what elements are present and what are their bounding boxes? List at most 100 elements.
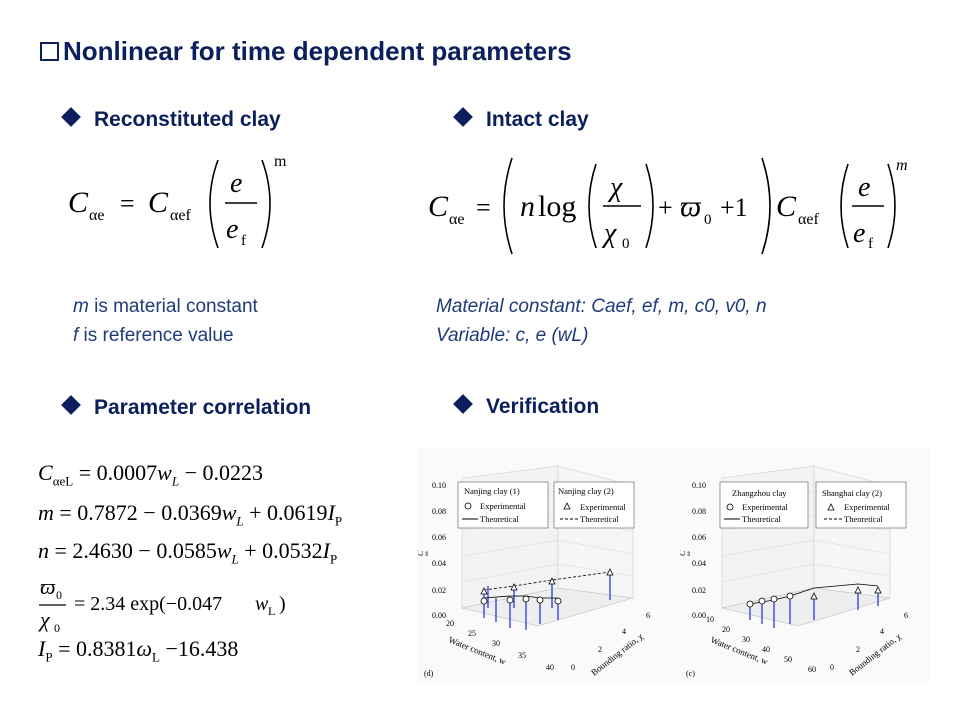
right-paren <box>887 163 896 249</box>
experimental-markers <box>480 568 614 605</box>
svg-text:Experimental: Experimental <box>480 501 526 511</box>
notes-left: m is material constant f is reference va… <box>73 292 258 350</box>
eq-symbol: ϖ <box>680 190 702 223</box>
legend-box-2 <box>815 481 907 529</box>
theoretical-dashed <box>483 571 611 591</box>
legend-box-2 <box>553 481 635 529</box>
svg-text:35: 35 <box>518 651 526 660</box>
eq-subscript: αef <box>170 207 191 224</box>
svg-text:50: 50 <box>784 655 792 664</box>
heading-parameter-correlation: Parameter correlation <box>61 395 311 420</box>
svg-text:L: L <box>268 604 275 618</box>
eq-equals: = <box>120 189 135 218</box>
inner-left-paren <box>588 163 597 249</box>
diamond-bullet-icon <box>61 395 81 415</box>
eq-symbol: C <box>428 190 449 223</box>
correlation-eq-5: IP = 0.8381ωL −16.438 <box>38 636 239 665</box>
eq-subscript: αe <box>89 207 104 224</box>
heading-reconstituted-clay: Reconstituted clay <box>61 107 281 132</box>
svg-text:20: 20 <box>446 619 454 628</box>
note-line-1: Material constant: Caef, ef, m, c0, v0, … <box>436 296 767 317</box>
note-line-1: m is material constant <box>73 296 258 317</box>
svg-text:0: 0 <box>571 663 575 672</box>
eq-numerator: e <box>858 172 870 203</box>
svg-text:60: 60 <box>808 665 816 674</box>
eq-symbol: C <box>776 190 797 223</box>
svg-text:25: 25 <box>468 629 476 638</box>
svg-text:4: 4 <box>622 627 626 636</box>
svg-text:0.02: 0.02 <box>432 586 446 595</box>
eq-log: log <box>538 190 576 223</box>
legend-circle-marker <box>464 502 472 510</box>
svg-text:Experimental: Experimental <box>844 502 890 512</box>
svg-text:= 2.34 exp(−0.047: = 2.34 exp(−0.047 <box>74 593 222 615</box>
svg-text:0.02: 0.02 <box>692 586 706 595</box>
legend-box-1 <box>457 481 549 529</box>
svg-text:Shanghai clay (2): Shanghai clay (2) <box>822 488 882 498</box>
svg-text:0.06: 0.06 <box>432 533 446 542</box>
correlation-eq-1: CαeL = 0.0007wL − 0.0223 <box>38 460 263 489</box>
svg-text:30: 30 <box>492 639 500 648</box>
svg-text:20: 20 <box>722 625 730 634</box>
svg-text:4: 4 <box>880 627 884 636</box>
svg-text:2: 2 <box>598 645 602 654</box>
eq-symbol: C <box>68 186 89 219</box>
svg-text:0.04: 0.04 <box>432 559 446 568</box>
outer-right-paren <box>761 157 771 255</box>
eq-subscript: 0 <box>704 212 712 228</box>
svg-text:0.10: 0.10 <box>432 481 446 490</box>
verification-plot-d: 0.10 0.08 0.06 0.04 0.02 0.00 C αe 20 25… <box>418 448 680 684</box>
svg-text:Theoretical: Theoretical <box>742 514 781 524</box>
svg-text:): ) <box>279 593 286 615</box>
checkbox-square-icon <box>40 42 59 61</box>
svg-text:Nanjing clay (1): Nanjing clay (1) <box>464 486 520 496</box>
diamond-bullet-icon <box>453 107 473 127</box>
legend-box-1 <box>719 481 809 529</box>
legend-circle-marker <box>726 503 734 511</box>
svg-text:Theoretical: Theoretical <box>844 514 883 524</box>
experimental-markers <box>746 586 882 608</box>
correlation-eq-2: m = 0.7872 − 0.0369wL + 0.0619IP <box>38 500 343 529</box>
svg-text:2: 2 <box>856 645 860 654</box>
svg-text:40: 40 <box>546 663 554 672</box>
eq-exponent: m <box>274 153 287 170</box>
svg-text:χ: χ <box>38 607 51 632</box>
left-paren <box>209 159 219 249</box>
inner-right-paren <box>645 163 654 249</box>
svg-text:Theoretical: Theoretical <box>580 514 619 524</box>
svg-text:6: 6 <box>646 611 650 620</box>
equation-intact: C αe = n log χ χ 0 + ϖ 0 +1 C αef e e f … <box>428 157 908 255</box>
svg-text:0.00: 0.00 <box>692 611 706 620</box>
svg-text:w: w <box>255 593 269 615</box>
floor <box>721 587 891 627</box>
svg-text:Zhangzhou clay: Zhangzhou clay <box>732 488 787 498</box>
diamond-bullet-icon <box>453 394 473 414</box>
svg-text:30: 30 <box>742 635 750 644</box>
left-paren <box>840 163 849 249</box>
panel-label: (c) <box>686 669 695 678</box>
y-axis-label: C <box>418 550 425 556</box>
svg-text:0.10: 0.10 <box>692 481 706 490</box>
eq-denominator: e <box>853 218 865 249</box>
eq-plus-one: +1 <box>720 193 748 222</box>
legend-triangle-marker <box>827 503 835 511</box>
svg-text:0: 0 <box>56 588 62 602</box>
y-axis-label: C <box>680 550 687 556</box>
eq-denominator: e <box>226 214 238 245</box>
eq-denominator: χ <box>601 218 617 249</box>
svg-text:0: 0 <box>54 621 60 634</box>
eq-plus: + <box>658 193 673 222</box>
outer-left-paren <box>503 157 513 255</box>
page-title: Nonlinear for time dependent parameters <box>40 36 572 67</box>
svg-text:ϖ: ϖ <box>40 574 56 599</box>
svg-text:6: 6 <box>904 611 908 620</box>
equation-reconstituted: C αe = C αef e e f m <box>68 153 287 249</box>
svg-text:40: 40 <box>762 645 770 654</box>
svg-text:Nanjing clay (2): Nanjing clay (2) <box>558 486 614 496</box>
eq-numerator: χ <box>607 172 623 203</box>
correlation-eq-4: ϖ 0 χ 0 = 2.34 exp(−0.047 w L ) <box>38 574 286 634</box>
svg-text:αe: αe <box>687 550 692 556</box>
svg-text:Experimental: Experimental <box>580 502 626 512</box>
eq-symbol: n <box>520 190 535 223</box>
svg-text:αe: αe <box>425 550 430 556</box>
